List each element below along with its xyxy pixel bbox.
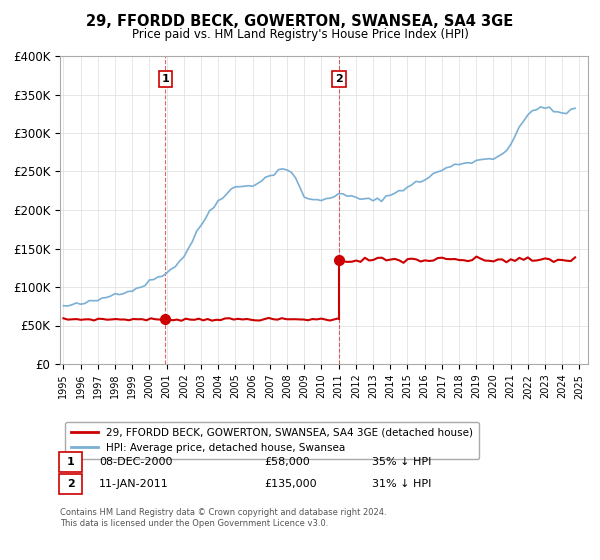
Legend: 29, FFORDD BECK, GOWERTON, SWANSEA, SA4 3GE (detached house), HPI: Average price: 29, FFORDD BECK, GOWERTON, SWANSEA, SA4 … — [65, 422, 479, 459]
Text: 1: 1 — [161, 74, 169, 84]
Text: £58,000: £58,000 — [264, 457, 310, 467]
Text: 1: 1 — [67, 457, 74, 467]
Text: Contains HM Land Registry data © Crown copyright and database right 2024.
This d: Contains HM Land Registry data © Crown c… — [60, 508, 386, 528]
Text: 35% ↓ HPI: 35% ↓ HPI — [372, 457, 431, 467]
Text: Price paid vs. HM Land Registry's House Price Index (HPI): Price paid vs. HM Land Registry's House … — [131, 28, 469, 41]
Text: 08-DEC-2000: 08-DEC-2000 — [99, 457, 173, 467]
Text: 2: 2 — [335, 74, 343, 84]
Text: 11-JAN-2011: 11-JAN-2011 — [99, 479, 169, 489]
Text: 2: 2 — [67, 479, 74, 489]
Text: 31% ↓ HPI: 31% ↓ HPI — [372, 479, 431, 489]
Text: 29, FFORDD BECK, GOWERTON, SWANSEA, SA4 3GE: 29, FFORDD BECK, GOWERTON, SWANSEA, SA4 … — [86, 14, 514, 29]
Text: £135,000: £135,000 — [264, 479, 317, 489]
